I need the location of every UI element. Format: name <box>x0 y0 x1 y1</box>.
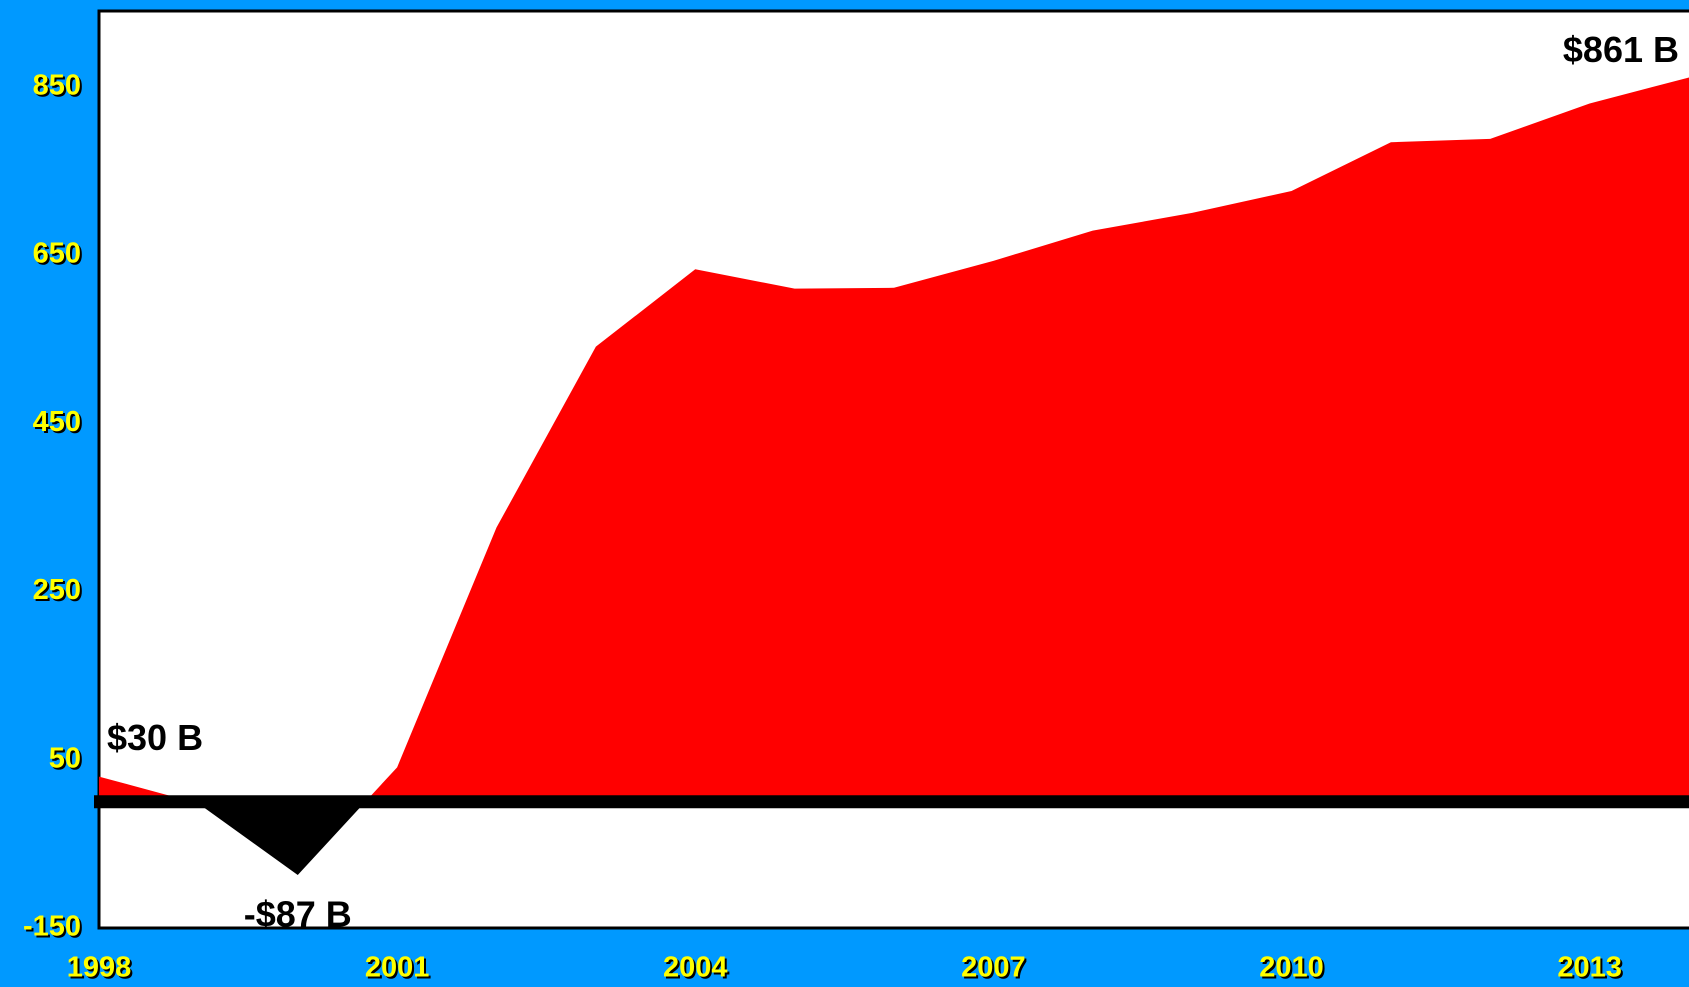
x-tick-label: 2010 <box>1259 952 1324 984</box>
data-label: -$87 B <box>244 894 352 935</box>
data-label: $30 B <box>107 717 203 758</box>
x-tick-label: 2013 <box>1557 952 1622 984</box>
x-tick-label: 1998 <box>67 952 132 984</box>
y-tick-label: 650 <box>33 238 81 270</box>
x-tick-label: 2007 <box>961 952 1026 984</box>
y-tick-label: -150 <box>23 911 81 943</box>
y-tick-label: 850 <box>33 69 81 101</box>
x-tick-label: 2001 <box>365 952 430 984</box>
x-tick-label: 2004 <box>663 952 728 984</box>
area-negative <box>192 801 366 875</box>
y-tick-label: 450 <box>33 406 81 438</box>
data-label: $861 B <box>1563 29 1679 70</box>
y-tick-label: 50 <box>49 742 81 774</box>
area-positive <box>99 77 1689 802</box>
y-tick-label: 250 <box>33 574 81 606</box>
